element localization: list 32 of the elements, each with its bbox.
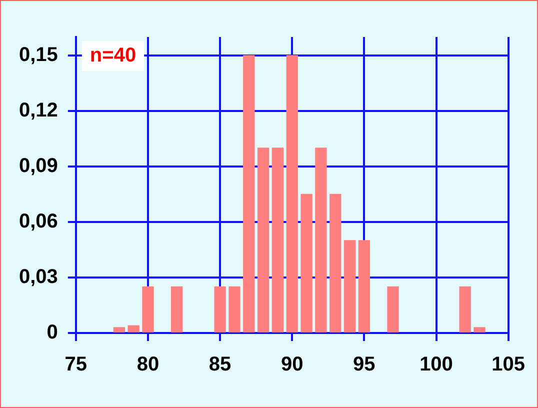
y-tick-label: 0,06	[18, 210, 58, 233]
bar	[474, 327, 486, 332]
y-tick-label: 0,15	[18, 44, 58, 66]
bar	[459, 286, 471, 332]
bar	[358, 240, 370, 332]
bar	[330, 194, 342, 332]
bar	[257, 148, 270, 332]
bar	[286, 55, 298, 332]
y-tick-label: 0,12	[18, 100, 58, 122]
bar	[170, 286, 183, 332]
bar	[300, 194, 312, 332]
y-tick-label: 0,03	[18, 266, 58, 288]
bar	[228, 286, 240, 332]
x-tick-label: 105	[492, 354, 526, 376]
x-tick-label: 95	[353, 354, 376, 376]
x-tick-label: 80	[136, 354, 160, 376]
x-tick-label: 100	[420, 354, 453, 376]
bar	[243, 55, 255, 332]
bar	[128, 325, 140, 332]
bar	[272, 148, 284, 332]
y-tick-label: 0	[46, 322, 58, 344]
bar	[387, 286, 399, 332]
x-tick-label: 75	[64, 354, 88, 376]
bar	[315, 148, 327, 332]
bar	[113, 327, 125, 332]
bar	[214, 286, 226, 332]
y-tick-label: 0,09	[18, 155, 58, 178]
x-tick-label: 85	[208, 354, 232, 376]
annotation: n=40	[90, 44, 136, 67]
bar	[344, 240, 356, 332]
x-tick-label: 90	[280, 354, 304, 376]
bar	[142, 286, 154, 332]
